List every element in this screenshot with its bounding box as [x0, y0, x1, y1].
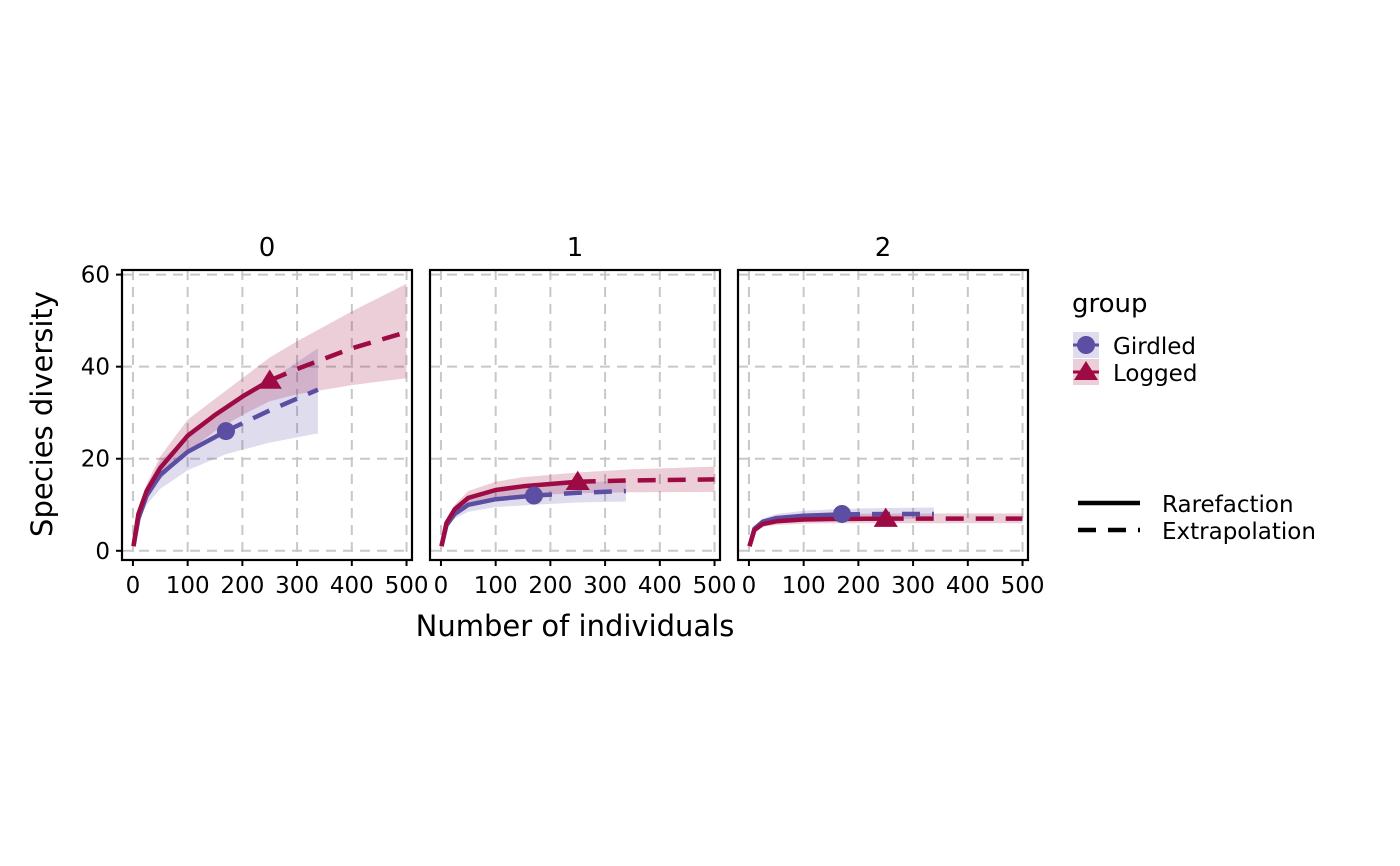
x-tick-label: 300	[891, 573, 935, 599]
x-tick-label: 400	[946, 573, 990, 599]
legend-item-logged: Logged	[1073, 359, 1197, 387]
x-tick-label: 500	[693, 573, 737, 599]
observed-point-girdled	[216, 422, 235, 441]
legend-title: group	[1072, 289, 1148, 319]
x-tick-label: 100	[166, 573, 210, 599]
observed-point-logged	[565, 470, 590, 490]
panel-frame	[736, 268, 1030, 562]
observed-point-girdled	[832, 504, 851, 523]
x-tick-label: 200	[528, 573, 572, 599]
y-tick-label: 0	[95, 539, 110, 565]
legend-key-triangle	[1074, 361, 1098, 380]
observed-point-logged	[257, 369, 282, 389]
facet-label-2: 2	[875, 233, 892, 263]
facet-panel-1: 1 0 100 200 300 400 500	[428, 233, 737, 599]
y-tick-label: 60	[81, 263, 110, 289]
facet-label-1: 1	[567, 233, 584, 263]
x-tick-label: 500	[1001, 573, 1045, 599]
x-tick-label: 0	[126, 573, 141, 599]
observed-point-girdled	[524, 486, 543, 505]
extrapolation-line-logged	[268, 329, 408, 383]
x-tick-label: 0	[742, 573, 757, 599]
x-tick-label: 0	[434, 573, 449, 599]
x-tick-label: 400	[330, 573, 374, 599]
x-tick-label: 200	[836, 573, 880, 599]
y-axis-title: Species diversity	[25, 291, 59, 537]
y-tick-label: 20	[81, 447, 110, 473]
ribbon-logged	[749, 513, 1023, 547]
panel-frame	[428, 268, 722, 562]
facet-panel-2: 2 0 100 200 300 400 500	[736, 233, 1045, 599]
x-tick-label: 500	[385, 573, 429, 599]
legend-label-logged: Logged	[1113, 361, 1197, 387]
rarefaction-line-logged	[439, 479, 578, 547]
ribbon-logged	[133, 283, 407, 547]
legend-key-circle	[1077, 336, 1095, 354]
plot-area	[131, 283, 408, 547]
legend-label-extrapolation: Extrapolation	[1162, 519, 1316, 545]
rarefaction-line-logged	[747, 516, 886, 547]
legend-label-girdled: Girdled	[1113, 334, 1196, 360]
panel-frame	[120, 268, 414, 562]
x-tick-label: 100	[474, 573, 518, 599]
plot-area	[439, 466, 715, 547]
observed-point-logged	[873, 507, 898, 527]
x-tick-label: 300	[583, 573, 627, 599]
ribbon-girdled	[441, 480, 626, 547]
legend-label-rarefaction: Rarefaction	[1162, 492, 1294, 518]
extrapolation-line-girdled	[225, 387, 319, 434]
x-axis-title: Number of individuals	[416, 609, 735, 643]
rarefaction-line-logged	[131, 378, 271, 547]
y-tick-label: 40	[81, 355, 110, 381]
legend-item-extrapolation: Extrapolation	[1078, 519, 1316, 545]
x-tick-label: 200	[220, 573, 264, 599]
x-tick-label: 400	[638, 573, 682, 599]
facet-label-0: 0	[259, 233, 276, 263]
ribbon-girdled	[133, 348, 318, 547]
x-tick-label: 100	[782, 573, 826, 599]
legend-item-rarefaction: Rarefaction	[1078, 492, 1294, 518]
legend-item-girdled: Girdled	[1073, 332, 1196, 360]
x-tick-label: 300	[275, 573, 319, 599]
extrapolation-line-girdled	[533, 488, 626, 498]
